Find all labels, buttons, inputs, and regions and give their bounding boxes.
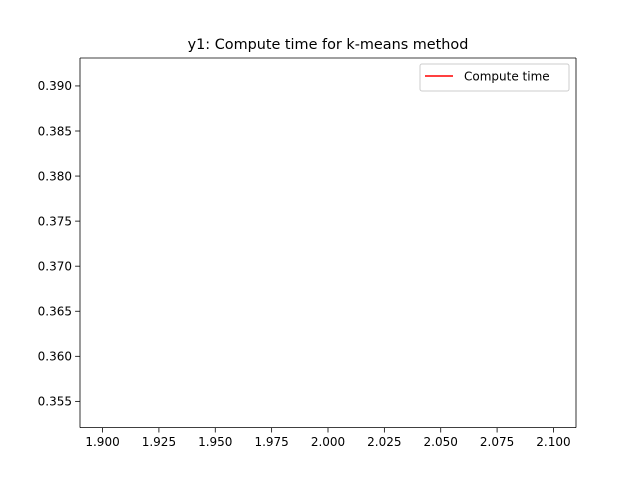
y-tick-label: 0.355 — [38, 395, 72, 409]
y-tick-label: 0.360 — [38, 350, 72, 364]
x-tick-label: 1.900 — [85, 435, 119, 449]
y-tick-label: 0.390 — [38, 79, 72, 93]
y-tick-label: 0.385 — [38, 124, 72, 138]
y-tick-label: 0.380 — [38, 169, 72, 183]
chart-title: y1: Compute time for k-means method — [188, 37, 469, 53]
x-tick-label: 2.075 — [480, 435, 514, 449]
plot-area — [80, 58, 576, 428]
x-tick-label: 2.050 — [424, 435, 458, 449]
y-tick-label: 0.375 — [38, 214, 72, 228]
y-tick-label: 0.365 — [38, 305, 72, 319]
axes-spines — [79, 57, 577, 429]
x-tick-label: 2.100 — [536, 435, 570, 449]
x-tick-label: 1.950 — [198, 435, 232, 449]
legend: Compute time — [419, 63, 570, 92]
legend-label-compute-time: Compute time — [464, 70, 550, 84]
x-tick-label: 1.975 — [254, 435, 288, 449]
x-tick-label: 2.000 — [311, 435, 345, 449]
x-tick-label: 1.925 — [142, 435, 176, 449]
x-axis: 1.900 1.925 1.950 1.975 2.000 2.025 2.050 2.075… — [85, 427, 571, 449]
y-tick-label: 0.370 — [38, 259, 72, 273]
legend-box — [419, 63, 570, 92]
x-tick-label: 2.025 — [367, 435, 401, 449]
y-axis: 0.355 0.360 0.365 0.370 0.375 0.380 0.385 0.390 — [38, 79, 80, 409]
